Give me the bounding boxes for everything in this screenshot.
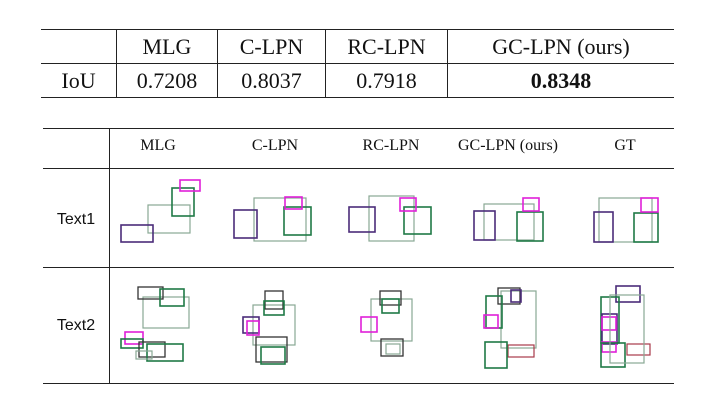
layout-text1-mlg bbox=[120, 179, 201, 243]
layout-text2-rc-lpn bbox=[360, 290, 413, 357]
grid-header-divider bbox=[43, 168, 674, 169]
layout-text1-gt bbox=[593, 197, 659, 243]
row-label-text2: Text2 bbox=[56, 317, 96, 334]
row-label-text1: Text1 bbox=[56, 211, 96, 228]
iou-value-row: IoU 0.7208 0.8037 0.7918 0.8348 bbox=[41, 63, 674, 98]
header-rc-lpn: RC-LPN bbox=[325, 29, 448, 64]
col-head-c-lpn: C-LPN bbox=[251, 137, 299, 154]
layout-drawings bbox=[120, 179, 659, 369]
header-mlg: MLG bbox=[116, 29, 218, 64]
iou-value-mlg: 0.7208 bbox=[116, 63, 218, 98]
iou-value-c-lpn: 0.8037 bbox=[217, 63, 326, 98]
visual-comparison-grid: MLG C-LPN RC-LPN GC-LPN (ours) GT Text1 … bbox=[43, 128, 674, 384]
header-gc-lpn: GC-LPN (ours) bbox=[447, 29, 674, 64]
iou-header-row: MLG C-LPN RC-LPN GC-LPN (ours) bbox=[41, 29, 674, 64]
grid-vertical-divider bbox=[109, 129, 110, 383]
header-empty bbox=[41, 29, 117, 64]
layout-text2-c-lpn bbox=[242, 290, 296, 365]
col-head-gt: GT bbox=[614, 137, 636, 154]
col-head-rc-lpn: RC-LPN bbox=[362, 137, 420, 154]
layout-text1-c-lpn bbox=[233, 196, 312, 242]
grid-row-divider bbox=[43, 267, 674, 268]
iou-value-gc-lpn: 0.8348 bbox=[447, 63, 674, 98]
layout-text1-gc-lpn bbox=[473, 197, 544, 242]
header-c-lpn: C-LPN bbox=[217, 29, 326, 64]
iou-value-rc-lpn: 0.7918 bbox=[325, 63, 448, 98]
layout-text2-mlg bbox=[120, 286, 190, 362]
layout-text2-gc-lpn bbox=[483, 287, 537, 369]
col-head-gc-lpn: GC-LPN (ours) bbox=[458, 137, 558, 154]
iou-row-label: IoU bbox=[41, 63, 117, 98]
iou-table: MLG C-LPN RC-LPN GC-LPN (ours) IoU 0.720… bbox=[41, 29, 674, 98]
col-head-mlg: MLG bbox=[140, 137, 176, 154]
layout-text1-rc-lpn bbox=[348, 195, 432, 242]
layout-text2-gt bbox=[600, 285, 651, 368]
